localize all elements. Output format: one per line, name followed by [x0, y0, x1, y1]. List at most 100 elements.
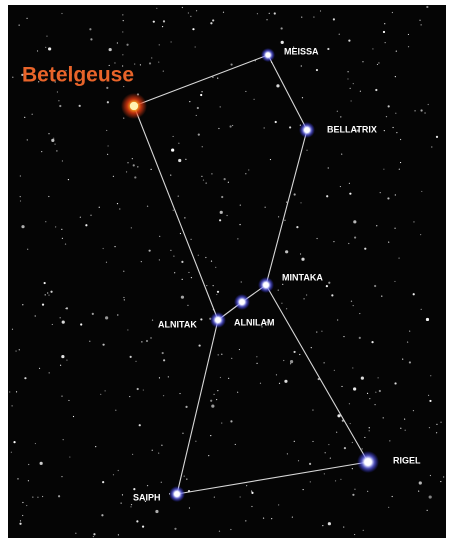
background-star	[340, 478, 342, 480]
background-star	[61, 228, 63, 231]
background-star	[337, 319, 339, 321]
background-star	[383, 168, 385, 170]
background-star	[208, 455, 210, 457]
background-star	[27, 248, 29, 250]
background-star	[338, 33, 340, 35]
background-star	[56, 91, 59, 93]
background-star	[178, 158, 182, 163]
background-star	[117, 469, 119, 472]
background-star	[180, 295, 185, 299]
background-star	[27, 480, 30, 482]
background-star	[130, 506, 132, 508]
background-star	[17, 478, 19, 480]
background-star	[206, 284, 208, 287]
background-star	[181, 6, 183, 9]
background-star	[383, 130, 385, 132]
star-label: ALNITAK	[158, 319, 197, 329]
background-star	[179, 232, 182, 235]
background-star	[303, 298, 305, 300]
background-star	[394, 280, 396, 283]
background-star	[150, 168, 152, 171]
background-star	[159, 235, 161, 237]
background-star	[197, 133, 200, 136]
background-star	[19, 200, 22, 202]
background-star	[421, 190, 423, 193]
background-star	[284, 219, 286, 221]
background-star	[125, 171, 128, 173]
background-star	[420, 24, 422, 26]
background-star	[404, 418, 406, 420]
background-star	[54, 143, 56, 145]
background-star	[18, 24, 20, 26]
background-star	[39, 461, 43, 465]
background-star	[374, 284, 377, 288]
background-star	[186, 478, 188, 480]
background-star	[126, 43, 129, 46]
background-star	[387, 105, 390, 108]
background-star	[302, 488, 304, 491]
background-star	[134, 63, 136, 65]
background-star	[89, 340, 91, 342]
background-star	[65, 307, 69, 310]
background-star	[211, 404, 215, 408]
background-star	[129, 395, 131, 398]
background-star	[394, 194, 396, 196]
background-star	[134, 176, 137, 179]
background-star	[309, 481, 311, 483]
star-label: MINTAKA	[282, 272, 323, 282]
star-label: BELLATRIX	[327, 124, 377, 134]
background-star	[299, 353, 301, 356]
background-star	[343, 526, 345, 528]
background-star	[325, 285, 328, 288]
background-star	[161, 444, 163, 446]
background-star	[61, 320, 65, 324]
background-star	[239, 204, 241, 206]
constellation-line	[265, 284, 369, 463]
background-star	[360, 376, 364, 380]
background-star	[136, 387, 139, 391]
background-star	[312, 440, 314, 443]
background-star	[349, 422, 351, 425]
background-star	[144, 500, 147, 503]
background-star	[130, 227, 132, 229]
background-star	[141, 525, 145, 528]
background-star	[150, 337, 152, 339]
background-star	[210, 399, 213, 402]
background-star	[308, 462, 312, 465]
background-star	[219, 219, 222, 222]
background-star	[234, 443, 236, 446]
background-star	[300, 65, 302, 67]
background-star	[48, 294, 50, 296]
background-star	[132, 453, 134, 456]
background-star	[21, 225, 25, 229]
background-star	[91, 312, 94, 316]
background-star	[181, 260, 184, 264]
background-star	[54, 81, 56, 83]
background-star	[367, 490, 369, 492]
background-star	[381, 295, 383, 297]
background-star	[11, 328, 14, 330]
background-star	[210, 260, 213, 262]
background-star	[351, 468, 353, 470]
background-star	[347, 78, 349, 80]
background-star	[70, 74, 72, 76]
background-star	[374, 403, 376, 406]
background-star	[326, 195, 329, 198]
background-star	[36, 50, 39, 52]
background-star	[372, 48, 374, 50]
background-star	[26, 17, 28, 19]
background-star	[277, 289, 279, 291]
background-star	[399, 138, 402, 141]
background-star	[184, 217, 186, 219]
background-star	[112, 474, 115, 476]
background-star	[266, 19, 268, 21]
named-stars	[121, 48, 379, 502]
background-star	[239, 496, 241, 498]
background-star	[102, 481, 105, 484]
background-star	[133, 488, 136, 491]
background-star	[28, 463, 30, 466]
background-star	[251, 491, 254, 494]
background-star	[329, 457, 331, 459]
background-star	[26, 504, 28, 507]
